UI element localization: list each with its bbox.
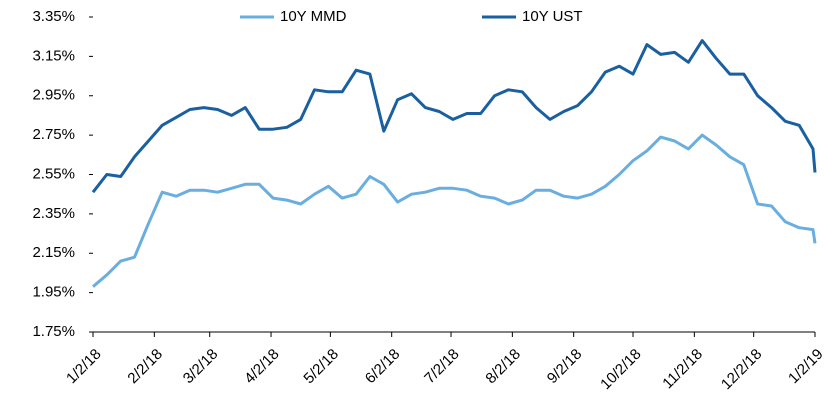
legend-label: 10Y UST — [522, 8, 583, 25]
x-tick-label: 1/2/19 — [785, 346, 825, 388]
x-tick-label: 2/2/18 — [124, 346, 166, 388]
x-tick-label: 8/2/18 — [482, 346, 524, 388]
y-tick-label: 3.15% — [32, 47, 75, 64]
x-tick-label: 9/2/18 — [544, 346, 586, 388]
line — [92, 133, 817, 288]
x-tick-label: 4/2/18 — [241, 346, 283, 388]
x-tick-label: 12/2/18 — [718, 346, 765, 393]
y-tick-label: 2.55% — [32, 165, 75, 182]
line — [91, 39, 817, 194]
x-tick-label: 1/2/18 — [63, 346, 105, 388]
y-tick-label: 1.95% — [32, 284, 75, 301]
x-tick-label: 11/2/18 — [659, 346, 706, 393]
y-tick-label: 3.35% — [32, 8, 75, 25]
legend-label: 10Y MMD — [280, 8, 347, 25]
y-tick-label: 1.75% — [32, 323, 75, 340]
y-tick-label: 2.75% — [32, 126, 75, 143]
x-tick-label: 6/2/18 — [362, 346, 404, 388]
y-tick-label: 2.95% — [32, 87, 75, 104]
x-tick-label: 3/2/18 — [180, 346, 222, 388]
x-tick-label: 5/2/18 — [300, 346, 342, 388]
x-tick-label: 10/2/18 — [597, 346, 644, 393]
x-tick-label: 7/2/18 — [421, 346, 463, 388]
y-tick-label: 2.35% — [32, 205, 75, 222]
y-tick-label: 2.15% — [32, 244, 75, 261]
